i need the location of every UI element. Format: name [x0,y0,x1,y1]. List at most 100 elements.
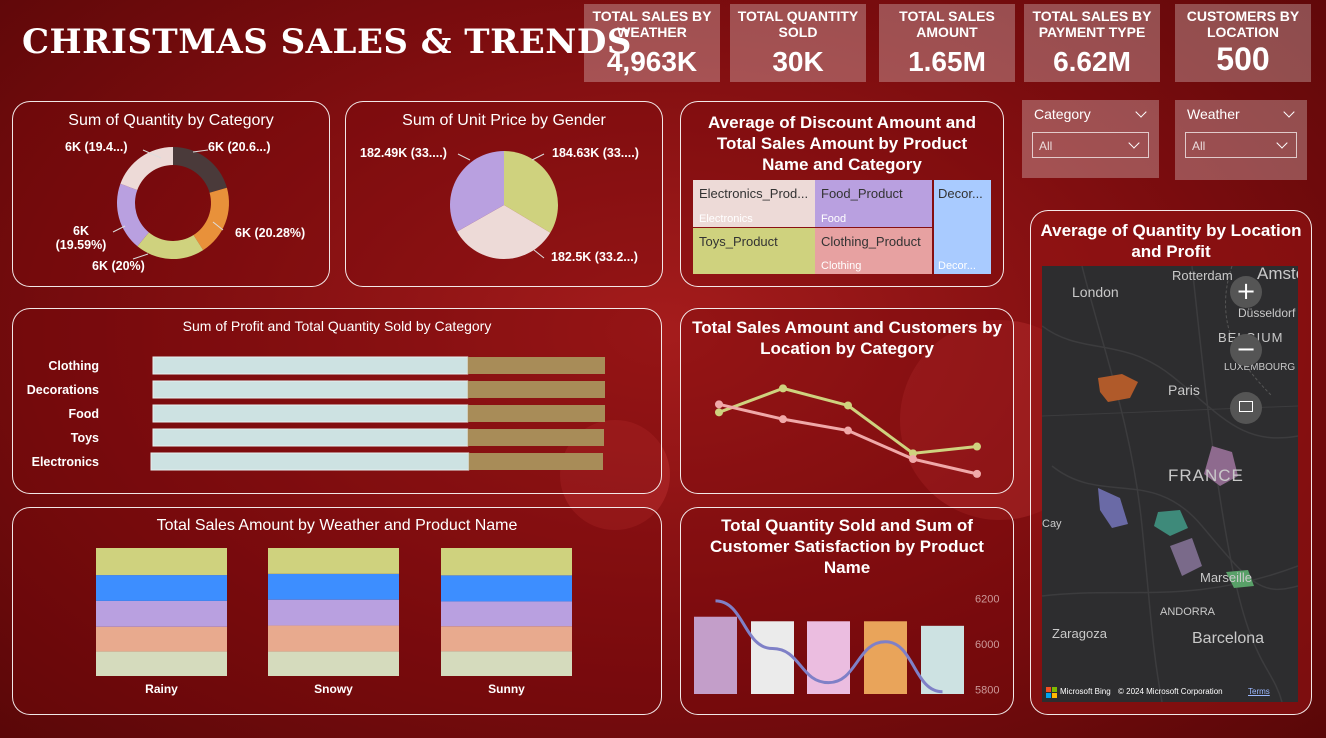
region-auvergne[interactable] [1154,510,1188,536]
treemap-cell-food[interactable]: Food_Product Food [815,180,932,227]
column-segment[interactable] [441,651,572,676]
series-line[interactable] [718,386,978,455]
data-point[interactable] [844,401,852,410]
column-bar[interactable] [921,625,964,694]
data-point[interactable] [715,400,723,409]
column-segment[interactable] [96,626,227,652]
map-view[interactable]: Rotterdam Amster London Düsseldorf BELGI… [1042,266,1298,702]
quantity-by-category-card[interactable]: Sum of Quantity by Category 6K (20.6...)… [12,101,330,287]
bar-segment[interactable] [468,453,603,470]
data-point[interactable] [909,455,917,464]
data-point[interactable] [779,384,787,393]
series-line[interactable] [718,402,978,476]
column-segment[interactable] [441,601,572,627]
leader-line[interactable] [457,153,471,161]
leader-line[interactable] [192,149,209,153]
column-segment[interactable] [96,651,227,676]
donut-slice[interactable] [193,187,229,251]
quantity-satisfaction-card[interactable]: Total Quantity Sold and Sum of Customer … [680,507,1014,715]
region-rhone[interactable] [1170,538,1202,576]
pie-slice[interactable] [457,205,551,259]
leader-line[interactable] [142,149,162,159]
region-normandy[interactable] [1098,374,1138,402]
bar-segment[interactable] [150,452,470,471]
bar-segment[interactable] [152,380,469,399]
treemap[interactable]: Electronics_Prod... Electronics Food_Pro… [693,180,991,274]
profit-quantity-by-category-card[interactable]: Sum of Profit and Total Quantity Sold by… [12,308,662,494]
leader-line[interactable] [531,153,545,161]
kpi-total-sales-amount[interactable]: TOTAL SALES AMOUNT 1.65M [879,4,1015,82]
data-point[interactable] [844,426,852,435]
column-segment[interactable] [441,575,572,602]
kpi-total-sales-by-payment-type[interactable]: TOTAL SALES BY PAYMENT TYPE 6.62M [1024,4,1160,82]
category-slicer[interactable]: Category All [1022,100,1159,178]
leader-line[interactable] [112,225,126,233]
pie-chart[interactable] [346,102,664,288]
bar-segment[interactable] [467,429,604,446]
leader-line[interactable] [533,249,545,259]
zoom-in-button[interactable]: + [1230,276,1262,308]
column-bar[interactable] [694,616,737,694]
combo-chart[interactable]: 6200 6000 5800 [681,508,1015,716]
bar-segment[interactable] [152,404,469,423]
bar-segment[interactable] [467,405,605,422]
region-grand-est[interactable] [1204,446,1238,486]
column-segment[interactable] [268,625,399,652]
sales-customers-by-location-card[interactable]: Total Sales Amount and Customers by Loca… [680,308,1014,494]
weather-dropdown[interactable]: All [1185,132,1297,158]
region-provence[interactable] [1226,570,1254,588]
category-dropdown[interactable]: All [1032,132,1149,158]
pie-slice[interactable] [450,151,504,232]
donut-chart[interactable] [13,102,331,288]
stacked-column-chart[interactable]: Rainy Snowy Sunny [13,508,663,716]
treemap-cell-clothing[interactable]: Clothing_Product Clothing [815,228,932,274]
bar-segment[interactable] [152,356,469,375]
chevron-down-icon[interactable] [1135,106,1147,118]
donut-slice[interactable] [116,183,149,247]
zoom-out-button[interactable]: − [1230,334,1262,366]
discount-treemap-card[interactable]: Average of Discount Amount and Total Sal… [680,101,1004,287]
weather-slicer[interactable]: Weather All [1175,100,1307,180]
column-segment[interactable] [96,575,227,601]
kpi-customers-by-location[interactable]: CUSTOMERS BY LOCATION 500 [1175,4,1311,82]
bar-segment[interactable] [467,357,605,374]
sales-by-weather-card[interactable]: Total Sales Amount by Weather and Produc… [12,507,662,715]
bar-segment[interactable] [467,381,605,398]
satisfaction-line[interactable] [715,599,943,694]
kpi-total-sales-by-weather[interactable]: TOTAL SALES BY WEATHER 4,963K [584,4,720,82]
column-segment[interactable] [268,599,399,626]
treemap-cell-toys[interactable]: Toys_Product [693,228,815,274]
column-segment[interactable] [96,600,227,627]
donut-slice[interactable] [120,147,173,190]
data-point[interactable] [973,442,981,451]
column-segment[interactable] [268,548,399,574]
data-point[interactable] [973,469,981,478]
bar-segment[interactable] [152,428,469,447]
leader-line[interactable] [212,221,224,231]
donut-slice[interactable] [137,232,204,259]
treemap-cell-decorations[interactable]: Decor... Decor... [934,180,991,274]
treemap-product-label: Food_Product [821,186,903,201]
column-segment[interactable] [441,548,572,576]
column-segment[interactable] [268,573,399,600]
pie-slice[interactable] [504,151,558,233]
region-nouvelle-aquitaine[interactable] [1098,488,1128,528]
column-bar[interactable] [751,621,794,694]
chevron-down-icon[interactable] [1283,106,1295,118]
data-point[interactable] [715,408,723,417]
data-point[interactable] [779,415,787,424]
column-segment[interactable] [268,651,399,676]
kpi-total-quantity-sold[interactable]: TOTAL QUANTITY SOLD 30K [730,4,866,82]
line-chart[interactable] [681,309,1015,495]
map-terms-link[interactable]: Terms [1248,687,1270,696]
treemap-cell-electronics[interactable]: Electronics_Prod... Electronics [693,180,815,227]
column-bar[interactable] [864,621,907,694]
leader-line[interactable] [132,253,149,260]
select-area-button[interactable] [1230,392,1262,424]
column-segment[interactable] [96,548,227,576]
horizontal-bar-chart[interactable]: Clothing Decorations Food Toys Electronics [13,309,663,495]
donut-slice[interactable] [173,147,227,193]
unit-price-by-gender-card[interactable]: Sum of Unit Price by Gender 184.63K (33.… [345,101,663,287]
column-segment[interactable] [441,626,572,652]
data-point[interactable] [909,449,917,458]
